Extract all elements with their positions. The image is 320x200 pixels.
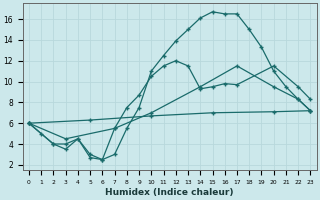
X-axis label: Humidex (Indice chaleur): Humidex (Indice chaleur) [105,188,234,197]
